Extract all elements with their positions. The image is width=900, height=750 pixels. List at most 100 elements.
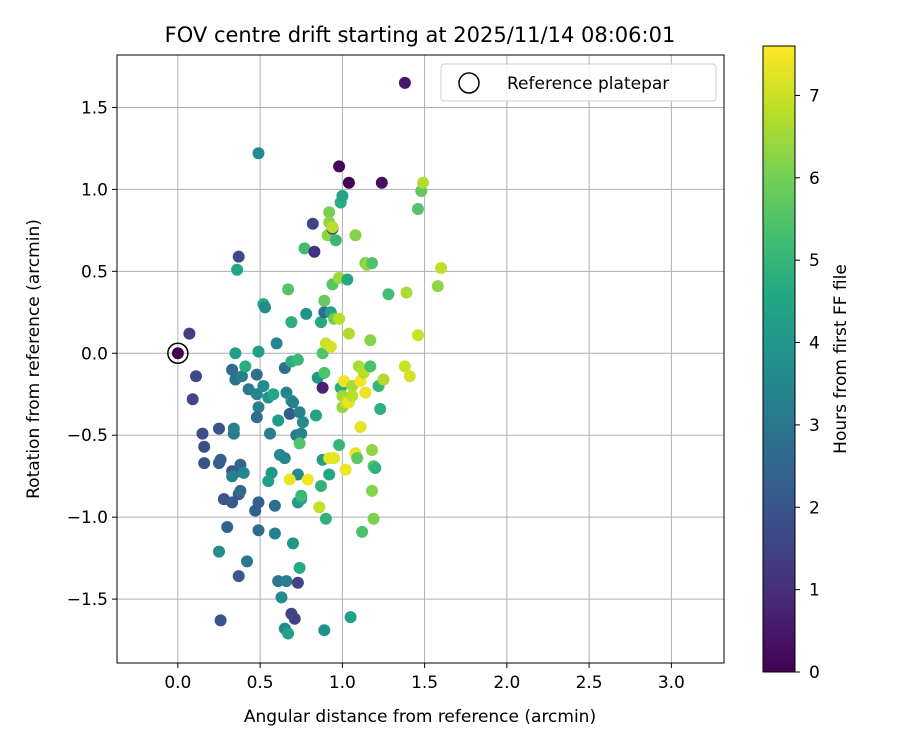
x-tick-label: 3.0 <box>658 673 685 693</box>
data-point <box>231 263 244 276</box>
data-point <box>250 368 263 381</box>
data-point <box>377 373 390 386</box>
y-ticks: −1.5 −1.0 −0.5 0.0 0.5 1.0 1.5 <box>67 98 117 610</box>
data-point <box>270 337 283 350</box>
data-point <box>364 334 377 347</box>
data-point <box>375 176 388 189</box>
data-point <box>359 386 372 399</box>
data-point <box>226 470 239 483</box>
data-point <box>236 370 248 383</box>
data-point <box>366 484 378 497</box>
data-point <box>333 312 346 325</box>
data-point <box>282 627 295 640</box>
data-point <box>252 147 265 160</box>
data-point <box>272 414 285 427</box>
data-point <box>293 406 306 419</box>
data-point <box>310 409 322 422</box>
y-tick-label: 0.0 <box>81 344 108 364</box>
legend-box <box>440 63 717 102</box>
data-point <box>319 512 332 525</box>
data-point <box>403 370 416 383</box>
colorbar-label: Hours from first FF file <box>831 264 851 454</box>
data-point <box>213 422 225 435</box>
data-point <box>329 234 342 247</box>
data-point <box>282 283 295 296</box>
data-point <box>232 570 245 583</box>
y-tick-label: 1.0 <box>81 180 108 200</box>
data-point <box>214 453 227 466</box>
colorbar-tick-label: 4 <box>809 334 820 354</box>
data-point <box>354 421 367 433</box>
data-point <box>291 353 304 366</box>
colorbar-tick-label: 1 <box>809 581 820 601</box>
data-point <box>252 401 265 414</box>
data-point <box>417 176 429 189</box>
data-point <box>275 591 288 604</box>
data-point <box>318 294 331 307</box>
data-point <box>234 484 247 497</box>
chart-title: FOV centre drift starting at 2025/11/14 … <box>165 23 676 47</box>
x-tick-label: 2.0 <box>493 673 520 693</box>
data-point <box>287 537 299 550</box>
data-point <box>283 407 296 420</box>
data-point <box>435 262 448 274</box>
data-point <box>398 76 411 89</box>
colorbar-tick-label: 5 <box>809 251 820 271</box>
data-point <box>252 345 265 358</box>
data-point <box>227 422 240 435</box>
data-point <box>171 347 184 360</box>
data-point <box>328 452 341 465</box>
data-point <box>226 363 239 376</box>
data-point <box>326 221 339 234</box>
data-point <box>287 396 299 409</box>
colorbar-tick-label: 2 <box>809 498 820 518</box>
data-point <box>412 329 424 342</box>
data-points <box>171 76 448 640</box>
data-point <box>298 242 311 255</box>
data-point <box>250 411 263 424</box>
data-point <box>333 160 346 173</box>
data-point <box>336 189 349 202</box>
data-point <box>323 468 336 481</box>
data-point <box>318 624 331 637</box>
data-point <box>306 217 319 230</box>
data-point <box>262 475 275 488</box>
colorbar-tick-label: 3 <box>809 416 820 436</box>
data-point <box>259 301 271 314</box>
data-point <box>316 347 329 360</box>
data-point <box>367 512 380 525</box>
grid-layer <box>117 55 724 663</box>
data-point <box>198 440 211 453</box>
colorbar-gradient <box>762 45 796 673</box>
x-tick-label: 0.0 <box>164 673 191 693</box>
colorbar-tick-label: 0 <box>809 663 820 683</box>
data-point <box>268 499 281 512</box>
data-point <box>295 489 308 502</box>
data-point <box>356 525 369 538</box>
y-tick-label: 1.5 <box>81 98 108 118</box>
y-tick-label: −0.5 <box>67 426 108 446</box>
colorbar: 0 1 2 3 4 5 6 7 Hours from first FF file <box>762 45 851 683</box>
data-point <box>366 257 378 270</box>
data-point <box>341 273 354 286</box>
data-point <box>382 288 395 301</box>
data-point <box>229 347 242 360</box>
x-tick-label: 0.5 <box>247 673 274 693</box>
data-point <box>232 250 245 263</box>
data-point <box>257 380 270 392</box>
data-point <box>374 403 387 415</box>
data-point <box>293 437 306 450</box>
y-tick-label: −1.0 <box>67 508 108 528</box>
x-tick-label: 1.0 <box>329 673 356 693</box>
data-point <box>316 381 329 394</box>
data-point <box>293 561 306 574</box>
reference-marker-ring <box>167 342 189 365</box>
reference-marker <box>167 342 189 365</box>
colorbar-tick-label: 7 <box>809 86 820 106</box>
legend-entry-reference: Reference platepar <box>507 74 669 94</box>
data-point <box>186 393 199 406</box>
data-point <box>237 466 250 479</box>
data-point <box>398 360 411 373</box>
data-point <box>183 327 196 340</box>
data-point <box>349 229 362 242</box>
